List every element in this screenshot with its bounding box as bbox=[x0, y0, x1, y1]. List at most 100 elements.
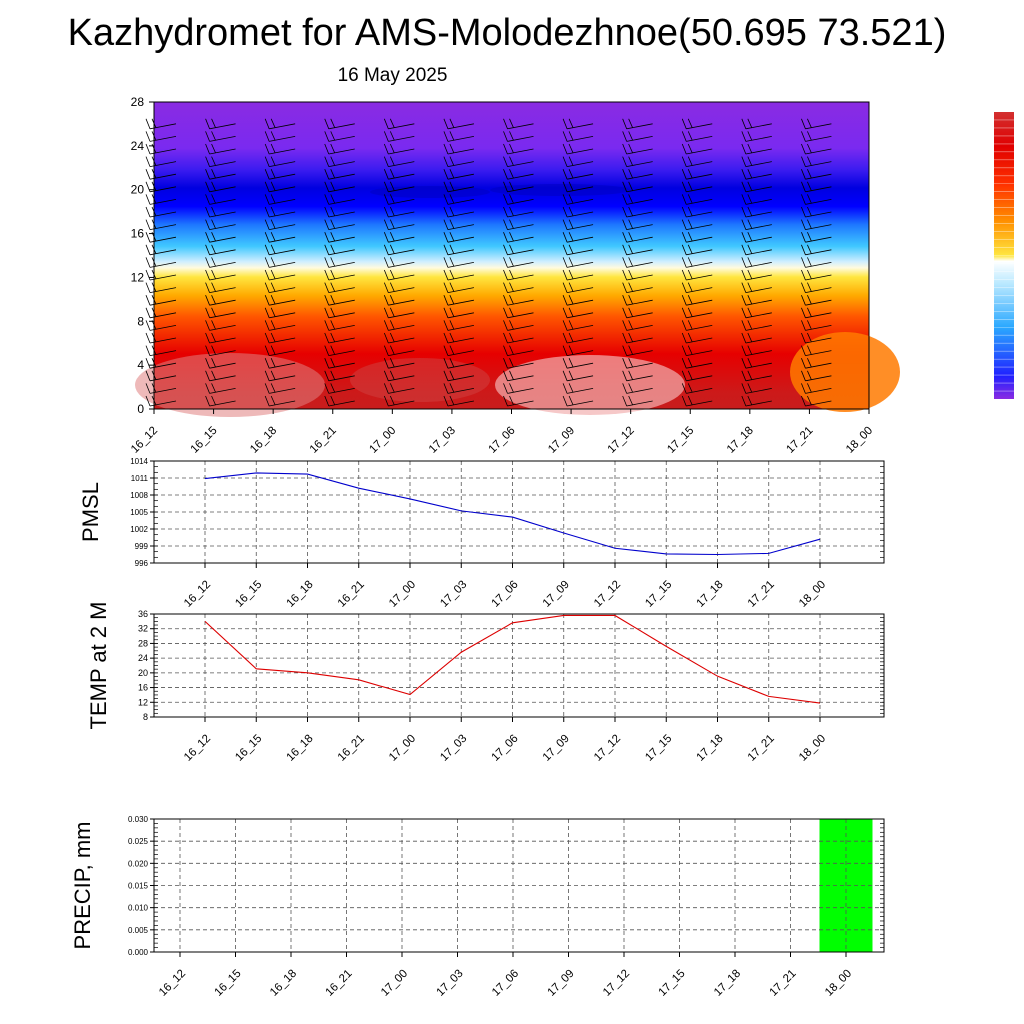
wind-barb bbox=[205, 358, 236, 369]
wind-barb bbox=[801, 307, 832, 319]
wind-barb bbox=[741, 206, 772, 218]
wind-barb bbox=[264, 370, 296, 382]
wind-barb bbox=[383, 232, 415, 243]
x-tick-label: 17_00 bbox=[387, 579, 418, 610]
wind-barb bbox=[383, 383, 415, 394]
wind-barb bbox=[622, 257, 653, 268]
x-tick-label: 17_12 bbox=[601, 968, 632, 999]
wind-barb bbox=[681, 269, 713, 281]
wind-barb bbox=[503, 269, 534, 281]
wind-barb bbox=[801, 232, 832, 243]
wind-barb bbox=[324, 156, 355, 167]
wind-barb bbox=[324, 370, 355, 382]
wind-barb bbox=[801, 320, 832, 331]
wind-barb bbox=[741, 269, 772, 281]
wind-barb bbox=[741, 345, 772, 356]
x-tick-label: 17_00 bbox=[387, 733, 418, 764]
y-tick-label: 1002 bbox=[130, 525, 148, 534]
x-tick-label: 17_09 bbox=[541, 733, 572, 764]
wind-barb bbox=[205, 232, 236, 243]
wind-barb bbox=[741, 383, 772, 394]
wind-barb bbox=[622, 232, 653, 243]
blue-core bbox=[370, 186, 490, 198]
x-tick-label: 16_15 bbox=[213, 968, 244, 999]
wind-barb bbox=[264, 257, 296, 268]
wind-barb bbox=[443, 219, 474, 230]
panel-frame bbox=[153, 613, 885, 718]
y-tick-label: 0.020 bbox=[128, 859, 149, 868]
wind-barb bbox=[205, 307, 236, 319]
wind-barb bbox=[324, 181, 355, 193]
wind-barb bbox=[681, 169, 713, 180]
wind-barb bbox=[741, 131, 772, 142]
wind-barb bbox=[622, 332, 653, 344]
wind-barb bbox=[383, 131, 415, 142]
wind-barb bbox=[622, 169, 653, 180]
wind-barb bbox=[324, 295, 355, 306]
wind-barb bbox=[443, 156, 474, 167]
wind-barb bbox=[681, 332, 713, 344]
wind-barb bbox=[741, 118, 772, 130]
wind-barb bbox=[324, 332, 355, 344]
x-tick-label: 17_00 bbox=[379, 968, 410, 999]
wind-barb bbox=[741, 257, 772, 268]
wind-barb bbox=[205, 320, 236, 331]
wind-barb bbox=[383, 181, 415, 193]
wind-barb bbox=[622, 194, 653, 205]
y-tick-label: 16 bbox=[131, 227, 145, 241]
wind-barb bbox=[324, 345, 355, 356]
y-tick-label: 24 bbox=[131, 139, 145, 153]
wind-barb bbox=[681, 395, 713, 407]
y-tick-label: 28 bbox=[138, 638, 148, 648]
wind-barb bbox=[801, 395, 832, 407]
wind-barb bbox=[562, 395, 594, 407]
y-tick-label: 0 bbox=[137, 402, 144, 416]
wind-barb bbox=[741, 395, 772, 407]
wind-barb bbox=[383, 395, 415, 407]
wind-barb bbox=[383, 307, 415, 319]
wind-barb bbox=[205, 383, 236, 394]
wind-barb bbox=[503, 118, 534, 130]
wind-barb bbox=[443, 307, 474, 319]
x-tick-label: 17_18 bbox=[695, 733, 726, 764]
x-tick-label: 17_15 bbox=[665, 425, 696, 456]
wind-barb bbox=[801, 282, 832, 293]
wind-barb bbox=[562, 307, 594, 319]
wind-barb bbox=[443, 143, 474, 155]
x-tick-label: 17_21 bbox=[746, 579, 777, 610]
wind-barb bbox=[324, 131, 355, 142]
wind-barb bbox=[741, 244, 772, 256]
y-tick-label: 20 bbox=[138, 668, 148, 678]
wind-barb bbox=[324, 232, 355, 243]
wind-barb bbox=[205, 118, 236, 130]
y-tick-label: 996 bbox=[135, 559, 149, 568]
wind-barb bbox=[443, 370, 474, 382]
wind-barb bbox=[681, 181, 713, 193]
wind-barb bbox=[741, 320, 772, 331]
wind-barb bbox=[443, 269, 474, 281]
wind-barb bbox=[443, 118, 474, 130]
x-tick-label: 17_06 bbox=[490, 968, 521, 999]
x-tick-label: 16_15 bbox=[233, 579, 264, 610]
grid bbox=[154, 614, 884, 717]
wind-barb bbox=[383, 358, 415, 369]
x-tick-label: 17_06 bbox=[487, 425, 518, 456]
precip-panel: 0.000 0.005 0.010 0.015 0.020 0.025 0.030 16_12… bbox=[70, 815, 885, 999]
wind-barb bbox=[681, 156, 713, 167]
wind-barb bbox=[503, 181, 534, 193]
wind-barb bbox=[801, 194, 832, 205]
x-tick-label: 16_21 bbox=[324, 968, 355, 999]
wind-barb bbox=[443, 206, 474, 218]
x-tick-label: 17_12 bbox=[606, 425, 637, 456]
wind-barb bbox=[741, 307, 772, 319]
y-tick-label: 0.005 bbox=[128, 926, 149, 935]
wind-barb bbox=[383, 194, 415, 205]
wind-barb bbox=[801, 257, 832, 268]
wind-barb bbox=[503, 143, 534, 155]
wind-barb bbox=[622, 269, 653, 281]
wind-barb bbox=[264, 169, 296, 180]
chart-subtitle: 16 May 2025 bbox=[337, 65, 448, 86]
wind-barb bbox=[741, 156, 772, 167]
y-tick-label: 0.025 bbox=[128, 837, 149, 846]
x-tick-label: 17_18 bbox=[712, 968, 743, 999]
